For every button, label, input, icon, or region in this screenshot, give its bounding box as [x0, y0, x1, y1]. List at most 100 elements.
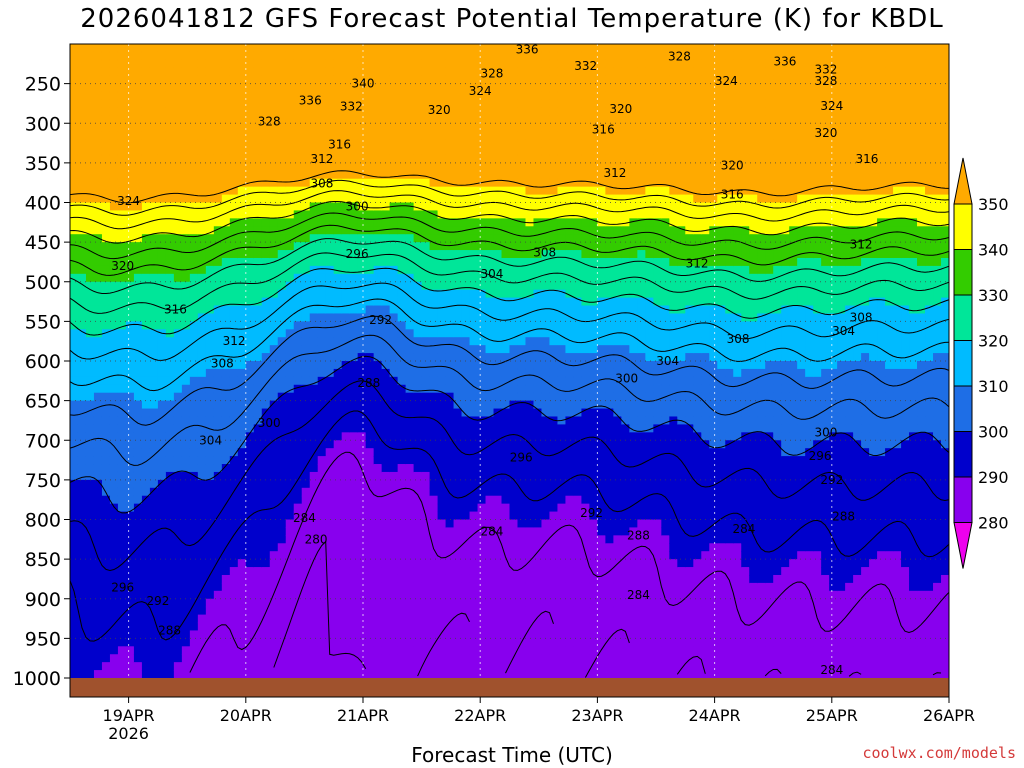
- field-cell: [173, 670, 183, 678]
- field-cell: [485, 99, 495, 108]
- field-cell: [317, 630, 327, 639]
- field-cell: [429, 503, 439, 513]
- field-cell: [381, 559, 391, 568]
- field-cell: [429, 368, 439, 378]
- field-cell: [293, 606, 303, 616]
- field-cell: [173, 250, 183, 259]
- field-cell: [133, 123, 143, 132]
- field-cell: [141, 400, 151, 410]
- field-cell: [509, 416, 519, 425]
- field-cell: [149, 44, 159, 53]
- field-cell: [325, 273, 335, 283]
- field-cell: [253, 202, 263, 212]
- field-cell: [293, 416, 303, 425]
- field-cell: [77, 456, 87, 465]
- field-cell: [213, 234, 223, 243]
- field-cell: [117, 154, 127, 164]
- field-cell: [213, 535, 223, 544]
- field-cell: [509, 273, 519, 283]
- field-cell: [525, 416, 535, 425]
- field-cell: [165, 551, 175, 560]
- field-cell: [277, 662, 287, 671]
- field-cell: [245, 305, 255, 315]
- field-cell: [389, 400, 399, 410]
- field-cell: [421, 408, 431, 418]
- field-cell: [493, 535, 503, 544]
- field-cell: [437, 416, 447, 425]
- field-cell: [70, 424, 79, 433]
- field-cell: [557, 646, 567, 655]
- field-cell: [237, 408, 247, 418]
- field-cell: [197, 503, 207, 513]
- field-cell: [341, 384, 351, 394]
- field-cell: [221, 337, 231, 346]
- field-cell: [293, 456, 303, 465]
- field-cell: [181, 154, 191, 164]
- field-cell: [85, 289, 95, 299]
- field-cell: [341, 590, 351, 600]
- field-cell: [293, 337, 303, 346]
- field-cell: [77, 51, 87, 61]
- field-cell: [253, 495, 263, 505]
- field-cell: [509, 464, 519, 473]
- field-cell: [117, 392, 127, 402]
- field-cell: [533, 329, 543, 338]
- field-cell: [133, 400, 143, 410]
- field-cell: [70, 535, 79, 544]
- field-cell: [133, 424, 143, 433]
- field-cell: [93, 281, 103, 291]
- field-cell: [149, 543, 159, 552]
- field-cell: [365, 551, 375, 560]
- field-cell: [205, 186, 215, 196]
- field-cell: [189, 654, 199, 663]
- field-cell: [445, 511, 455, 521]
- field-cell: [533, 543, 543, 552]
- field-cell: [309, 361, 319, 370]
- field-cell: [485, 178, 495, 188]
- field-cell: [181, 376, 191, 386]
- field-cell: [429, 654, 439, 663]
- field-cell: [133, 226, 143, 235]
- field-cell: [421, 400, 431, 410]
- field-cell: [389, 376, 399, 386]
- field-cell: [293, 281, 303, 291]
- field-cell: [165, 107, 175, 116]
- field-cell: [221, 202, 231, 212]
- field-cell: [461, 392, 471, 402]
- field-cell: [373, 91, 383, 101]
- field-cell: [141, 123, 151, 132]
- field-cell: [101, 202, 111, 212]
- field-cell: [85, 662, 95, 671]
- field-cell: [285, 289, 295, 299]
- field-cell: [485, 83, 495, 93]
- field-cell: [277, 400, 287, 410]
- field-cell: [317, 487, 327, 497]
- field-cell: [461, 598, 471, 608]
- field-cell: [557, 440, 567, 449]
- field-cell: [421, 543, 431, 552]
- field-cell: [461, 75, 471, 85]
- field-cell: [77, 479, 87, 489]
- field-cell: [245, 154, 255, 164]
- field-cell: [381, 392, 391, 402]
- field-cell: [461, 147, 471, 156]
- field-cell: [309, 495, 319, 505]
- field-cell: [445, 234, 455, 243]
- field-cell: [189, 606, 199, 616]
- field-cell: [461, 511, 471, 521]
- field-cell: [165, 582, 175, 592]
- field-cell: [293, 400, 303, 410]
- field-cell: [93, 654, 103, 663]
- field-cell: [93, 614, 103, 624]
- field-cell: [277, 432, 287, 441]
- field-cell: [509, 162, 519, 172]
- field-cell: [485, 670, 495, 678]
- field-cell: [493, 131, 503, 140]
- field-cell: [557, 154, 567, 164]
- field-cell: [85, 59, 95, 69]
- field-cell: [133, 416, 143, 425]
- field-cell: [253, 535, 263, 544]
- field-cell: [213, 210, 223, 219]
- field-cell: [77, 297, 87, 307]
- field-cell: [453, 99, 463, 108]
